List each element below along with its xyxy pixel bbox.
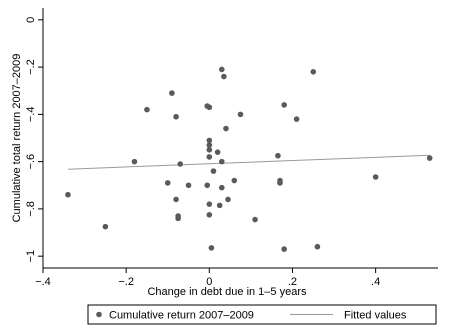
legend: Cumulative return 2007–2009 Fitted value… [87, 304, 437, 325]
scatter-point [144, 106, 150, 113]
scatter-point [281, 246, 287, 252]
scatter-point [310, 69, 317, 75]
scatter-point [218, 184, 225, 191]
y-tick-label: −.4 [25, 107, 37, 123]
x-tick-label: 0 [206, 276, 212, 288]
scatter-point [173, 196, 179, 203]
scatter-point [169, 90, 175, 96]
x-tick-label: −.2 [118, 276, 134, 288]
scatter-point [175, 215, 181, 222]
scatter-point [314, 243, 321, 250]
scatter-point [177, 161, 184, 167]
y-tick-label: −1 [25, 250, 37, 263]
scatter-point [275, 152, 281, 159]
scatter-point [218, 158, 225, 165]
scatter-point [231, 177, 238, 184]
scatter-point [173, 113, 179, 120]
x-tick-label: −.4 [35, 276, 51, 288]
legend-marker-scatter [96, 311, 102, 318]
y-tick-label: −.6 [25, 154, 37, 170]
scatter-point [208, 245, 215, 251]
fitted-line-layer [67, 154, 430, 170]
y-tick-label: 0 [25, 17, 37, 23]
x-tick-label: .4 [371, 276, 380, 288]
scatter-point [206, 201, 213, 207]
scatter-point [164, 180, 171, 186]
scatter-point [185, 182, 192, 189]
x-tick-label: .2 [288, 276, 297, 288]
legend-label-fitted: Fitted values [344, 310, 407, 322]
scatter-point [237, 111, 244, 118]
fitted-line [67, 154, 430, 170]
scatter-point [206, 142, 213, 148]
scatter-point [225, 196, 231, 203]
scatter-point [293, 116, 300, 122]
x-axis-title: Change in debt due in 1–5 years [147, 286, 307, 298]
scatter-point [131, 158, 138, 165]
scatter-point [210, 168, 217, 174]
scatter-point [281, 102, 287, 108]
y-axis-ticks: −1 −.8 −.6 −.4 −.2 0 [25, 17, 43, 263]
y-tick-label: −.8 [25, 201, 37, 217]
scatter-point [206, 154, 213, 160]
plot-area: −1 −.8 −.6 −.4 −.2 0 −.4 −.2 0 .2 .4 [25, 8, 438, 288]
scatter-point [214, 149, 221, 155]
scatter-point [218, 66, 225, 73]
scatter-point [372, 174, 379, 180]
scatter-point [277, 180, 283, 186]
y-axis-title: Cumulative total return 2007–2009 [11, 54, 23, 223]
scatter-point [223, 125, 229, 132]
scatter-point [252, 216, 258, 223]
scatter-point [206, 212, 213, 218]
scatter-point [65, 191, 71, 198]
scatter-point [102, 223, 109, 230]
legend-label-scatter: Cumulative return 2007–2009 [109, 310, 254, 322]
scatter-point [216, 202, 223, 209]
scatter-point [221, 73, 227, 80]
scatter-point [206, 147, 213, 153]
scatter-points [65, 66, 433, 252]
scatter-point [206, 104, 213, 111]
y-tick-label: −.2 [25, 59, 37, 75]
x-axis-ticks: −.4 −.2 0 .2 .4 [35, 268, 380, 288]
scatter-point [204, 182, 211, 189]
legend-frame [87, 304, 437, 325]
scatter-point [426, 155, 433, 161]
scatter-point [206, 137, 213, 144]
